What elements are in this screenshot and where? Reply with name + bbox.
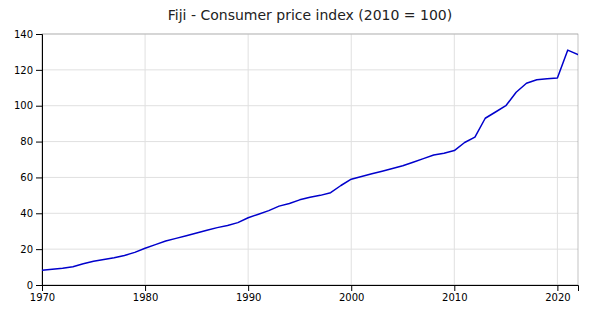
y-axis-tick-label: 140 [14, 29, 33, 40]
grid-line-y [42, 105, 578, 106]
x-axis-tick: 1990 [236, 285, 261, 303]
y-axis-tick: 0 [27, 280, 42, 291]
y-axis-tick: 40 [20, 208, 42, 219]
x-axis-tick-label: 1990 [236, 292, 261, 303]
y-axis-tick-mark [36, 213, 42, 214]
grid [42, 34, 578, 285]
y-axis-tick-label: 60 [20, 172, 33, 183]
grid-line-y [42, 249, 578, 250]
plot-frame [42, 34, 578, 285]
y-axis-tick-label: 0 [27, 280, 33, 291]
grid-line-x [248, 34, 249, 285]
x-axis-tick-label: 2010 [442, 292, 467, 303]
x-axis-tick-mark [145, 285, 146, 291]
x-axis-tick-label: 1980 [133, 292, 158, 303]
x-axis-tick: 2010 [442, 285, 467, 303]
y-axis: 0 20 40 60 80 100 120 140 [14, 29, 43, 291]
y-axis-tick-mark [36, 285, 42, 286]
x-axis: 1970 1980 1990 2000 2010 2020 [30, 285, 579, 303]
y-axis-tick: 20 [20, 244, 42, 255]
y-axis-tick-mark [36, 249, 42, 250]
y-axis-tick-mark [36, 34, 42, 35]
x-axis-tick-label: 1970 [30, 292, 55, 303]
y-axis-tick: 100 [14, 100, 42, 111]
grid-line-y [42, 141, 578, 142]
grid-line-x [351, 34, 352, 285]
x-axis-tick-label: 2020 [545, 292, 570, 303]
y-axis-tick: 120 [14, 65, 42, 76]
x-axis-tick-mark [248, 285, 249, 291]
grid-line-y [42, 213, 578, 214]
y-axis-tick-mark [36, 106, 42, 107]
y-axis-tick-label: 120 [14, 65, 33, 76]
x-axis-tick: 1980 [133, 285, 158, 303]
y-axis-tick: 140 [14, 29, 42, 40]
x-axis-tick-mark [351, 285, 352, 291]
x-axis-tick: 2020 [545, 285, 570, 303]
x-axis-tick-label: 2000 [339, 292, 364, 303]
y-axis-tick-label: 100 [14, 100, 33, 111]
x-axis-tick-mark [454, 285, 455, 291]
x-axis-tick-mark [557, 285, 558, 291]
title: Fiji - Consumer price index (2010 = 100) [168, 7, 452, 23]
x-axis-line [43, 286, 579, 292]
x-axis-tick: 2000 [339, 285, 364, 303]
y-axis-tick: 60 [20, 172, 42, 183]
grid-line-y [42, 69, 578, 70]
x-axis-tick: 1970 [30, 285, 55, 303]
grid-line-x [557, 34, 558, 285]
chart: Fiji - Consumer price index (2010 = 100)… [0, 0, 600, 315]
y-axis-line [36, 35, 43, 286]
y-axis-tick-label: 20 [20, 244, 33, 255]
plot: 1970 1980 1990 2000 2010 2020 0 20 40 60 80 100 120 1… [14, 29, 579, 303]
grid-line-x [454, 34, 455, 285]
series-group [42, 50, 578, 270]
line [42, 50, 578, 270]
y-axis-tick-label: 40 [20, 208, 33, 219]
y-axis-tick: 80 [20, 136, 42, 147]
y-axis-tick-mark [36, 142, 42, 143]
y-axis-tick-mark [36, 70, 42, 71]
y-axis-tick-mark [36, 177, 42, 178]
y-axis-tick-label: 80 [20, 136, 33, 147]
grid-line-y [42, 177, 578, 178]
